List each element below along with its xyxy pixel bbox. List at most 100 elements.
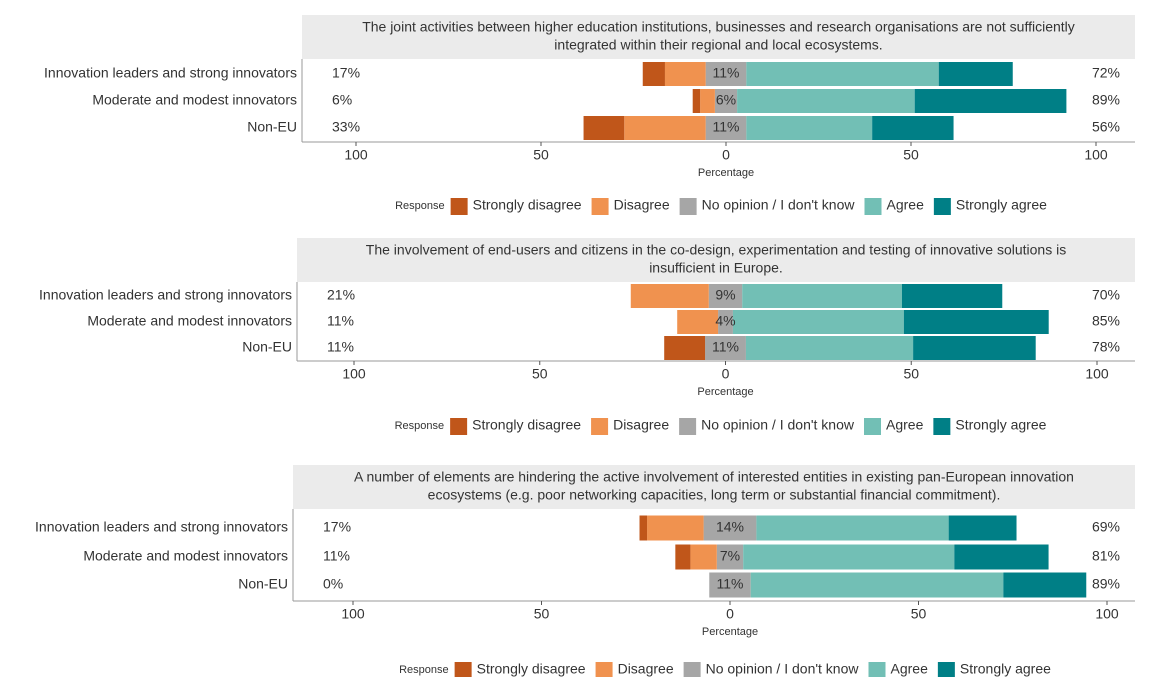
high-total-label: 85% — [1092, 313, 1120, 329]
bar-segment — [948, 515, 1017, 541]
legend-label: No opinion / I don't know — [706, 661, 860, 677]
x-axis-label: Percentage — [702, 626, 758, 638]
bar-segment — [690, 544, 717, 570]
bar-segment — [708, 284, 743, 308]
bar-segment — [954, 544, 1049, 570]
legend: Response Strongly disagree Disagree No opin… — [395, 417, 1047, 435]
high-total-label: 56% — [1092, 119, 1120, 135]
legend-swatch — [591, 198, 609, 215]
bar-segment — [642, 62, 665, 86]
category-label: Innovation leaders and strong innovators — [35, 519, 288, 535]
bar-segment — [630, 284, 709, 308]
x-tick-label: 50 — [911, 606, 927, 622]
chart-title: A number of elements are hindering the a… — [354, 469, 1074, 485]
chart-title: ecosystems (e.g. poor networking capacit… — [428, 487, 1001, 503]
bar-segment — [742, 284, 902, 308]
neutral-label: 9% — [715, 287, 735, 303]
neutral-label: 11% — [717, 576, 744, 592]
panel: The involvement of end-users and citizen… — [39, 238, 1135, 435]
x-tick-label: 100 — [1095, 606, 1119, 622]
bar-segment — [709, 572, 751, 598]
bar-segment — [913, 336, 1036, 360]
category-label: Moderate and modest innovators — [83, 548, 288, 564]
bar-segment — [750, 572, 1004, 598]
bar-segment — [718, 310, 733, 334]
low-total-label: 17% — [323, 519, 351, 535]
legend-label: Disagree — [618, 661, 674, 677]
bar-segment — [737, 89, 915, 113]
bar-segment — [756, 515, 949, 541]
bar-segment — [745, 336, 914, 360]
legend-label: Agree — [891, 661, 929, 677]
legend-swatch — [450, 418, 468, 435]
bar-segment — [647, 515, 704, 541]
legend-swatch — [933, 198, 951, 215]
category-label: Moderate and modest innovators — [87, 313, 292, 329]
legend-swatch — [864, 198, 882, 215]
legend-label: Agree — [886, 417, 924, 433]
legend-label: Strongly disagree — [473, 197, 582, 213]
x-tick-label: 0 — [726, 606, 734, 622]
bar-segment — [746, 116, 873, 140]
legend-swatch — [454, 662, 472, 677]
bar-segment — [732, 310, 904, 334]
high-total-label: 89% — [1092, 92, 1120, 108]
legend-label: Disagree — [614, 197, 670, 213]
bar-segment — [743, 544, 955, 570]
bar-segment — [903, 310, 1049, 334]
chart-title: integrated within their regional and loc… — [554, 37, 882, 53]
low-total-label: 11% — [327, 339, 354, 355]
bar-segment — [914, 89, 1067, 113]
x-tick-label: 50 — [533, 147, 549, 163]
bar-segment — [624, 116, 706, 140]
legend-swatch — [868, 662, 886, 677]
category-label: Innovation leaders and strong innovators — [39, 287, 292, 303]
bar-segment — [938, 62, 1013, 86]
bar-segment — [1003, 572, 1087, 598]
x-tick-label: 0 — [722, 366, 730, 382]
high-total-label: 70% — [1092, 287, 1120, 303]
legend-swatch — [450, 198, 468, 215]
x-tick-label: 50 — [903, 147, 919, 163]
neutral-label: 6% — [716, 92, 736, 108]
legend-swatch — [679, 418, 697, 435]
x-tick-label: 100 — [1084, 147, 1108, 163]
neutral-label: 11% — [712, 339, 739, 355]
neutral-label: 14% — [716, 519, 744, 535]
legend-swatch — [683, 662, 701, 677]
legend-label: Strongly agree — [955, 417, 1046, 433]
legend-label: Strongly agree — [960, 661, 1051, 677]
neutral-label: 4% — [715, 313, 735, 329]
bar-segment — [692, 89, 701, 113]
bar-segment — [746, 62, 939, 86]
high-total-label: 69% — [1092, 519, 1120, 535]
low-total-label: 11% — [327, 313, 354, 329]
legend-swatch — [937, 662, 955, 677]
legend: Response Strongly disagree Disagree No opin… — [395, 197, 1047, 215]
legend-label: Strongly agree — [956, 197, 1047, 213]
low-total-label: 0% — [323, 576, 343, 592]
high-total-label: 78% — [1092, 339, 1120, 355]
legend-label: No opinion / I don't know — [702, 197, 856, 213]
legend-swatch — [864, 418, 881, 435]
legend-label: Strongly disagree — [477, 661, 586, 677]
low-total-label: 6% — [332, 92, 352, 108]
bar-segment — [664, 336, 706, 360]
title-box — [302, 15, 1135, 59]
bar-segment — [703, 515, 757, 541]
low-total-label: 33% — [332, 119, 360, 135]
low-total-label: 11% — [323, 548, 350, 564]
legend-label: No opinion / I don't know — [701, 417, 855, 433]
legend-title: Response — [395, 200, 445, 212]
x-tick-label: 50 — [532, 366, 548, 382]
bar-segment — [705, 62, 747, 86]
chart-title: The joint activities between higher educ… — [362, 19, 1075, 35]
legend-title: Response — [399, 664, 449, 676]
neutral-label: 7% — [720, 548, 740, 564]
x-tick-label: 50 — [903, 366, 919, 382]
x-axis-label: Percentage — [698, 167, 754, 179]
legend: Response Strongly disagree Disagree No opin… — [399, 661, 1051, 677]
legend-label: Agree — [887, 197, 925, 213]
chart-title: insufficient in Europe. — [649, 260, 783, 276]
